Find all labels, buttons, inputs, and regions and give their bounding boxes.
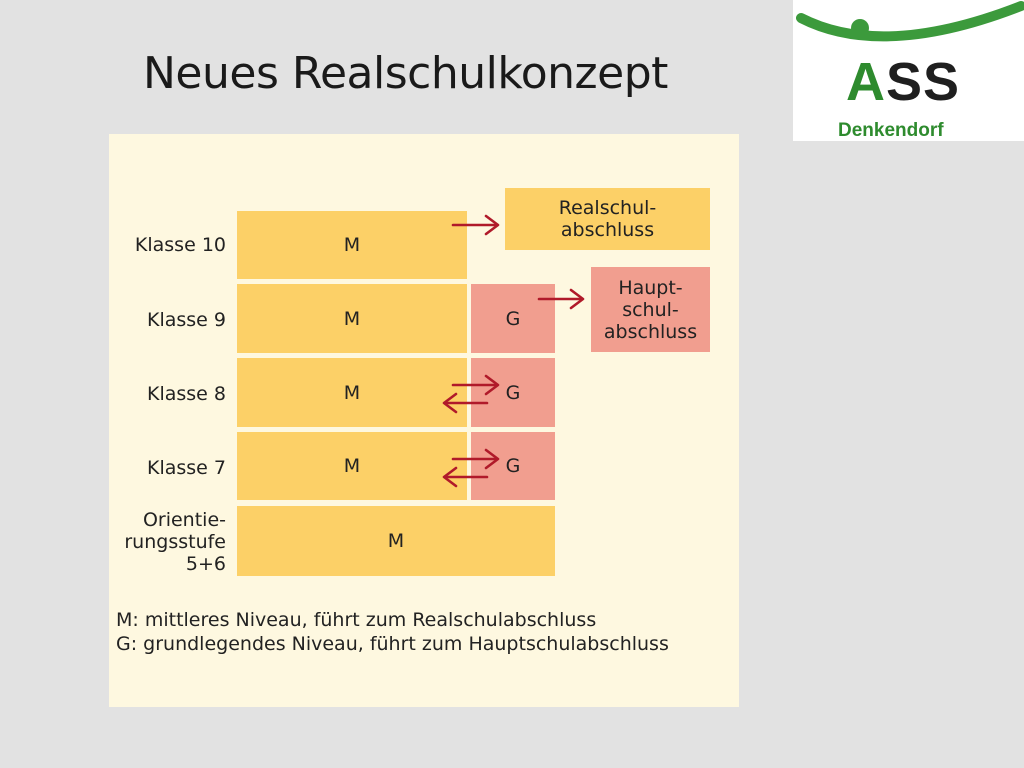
transition-arrows: [442, 214, 585, 488]
m-box-klasse-9: M: [237, 284, 467, 353]
arrow-to-hauptschulabschluss: [537, 288, 585, 310]
arrow-klasse8-m-to-g: [451, 374, 500, 396]
legend-m: M: mittleres Niveau, führt zum Realschul…: [116, 609, 597, 631]
row-label-orientierungsstufe: Orientie- rungsstufe 5+6: [124, 509, 226, 575]
row-label-klasse-8: Klasse 8: [147, 383, 226, 405]
stick-figure-arc-icon: [796, 1, 1024, 42]
logo-wordmark: ASS: [846, 52, 961, 112]
m-box-klasse-8: M: [237, 358, 467, 427]
g-box-klasse-8: G: [471, 358, 555, 427]
result-hauptschulabschluss: Haupt- schul- abschluss: [591, 267, 710, 352]
row-label-klasse-9: Klasse 9: [147, 309, 226, 331]
diagram-panel: Klasse 10 Klasse 9 Klasse 8 Klasse 7 Ori…: [109, 134, 739, 707]
row-label-klasse-10: Klasse 10: [134, 234, 226, 256]
legend-g: G: grundlegendes Niveau, führt zum Haupt…: [116, 633, 669, 655]
logo-subtitle: Denkendorf: [838, 120, 944, 141]
m-box-klasse-10: M: [237, 211, 467, 279]
row-label-klasse-7: Klasse 7: [147, 457, 226, 479]
m-box-orientierungsstufe: M: [237, 506, 555, 576]
slide-title: Neues Realschulkonzept: [143, 48, 668, 99]
g-box-klasse-9: G: [471, 284, 555, 353]
arrow-klasse7-m-to-g: [451, 448, 500, 470]
arrow-klasse8-g-to-m: [442, 392, 489, 414]
g-box-klasse-7: G: [471, 432, 555, 500]
arrow-klasse7-g-to-m: [442, 466, 489, 488]
school-logo: [793, 0, 1024, 141]
result-realschulabschluss: Realschul- abschluss: [505, 188, 710, 250]
m-box-klasse-7: M: [237, 432, 467, 500]
arrow-to-realschulabschluss: [451, 214, 500, 236]
